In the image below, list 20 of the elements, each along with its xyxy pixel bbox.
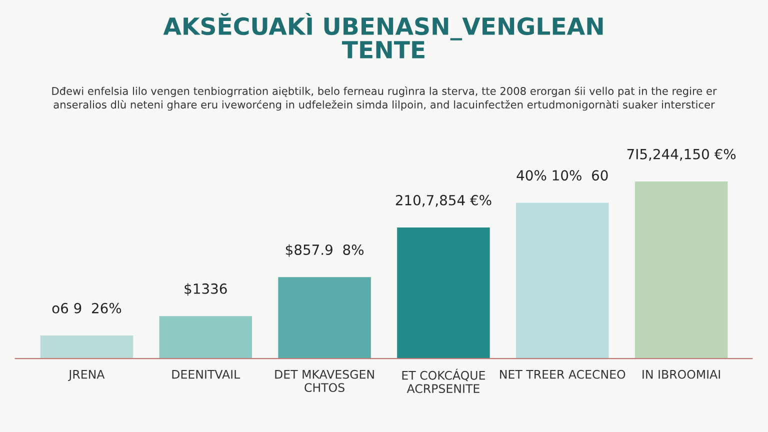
annotation: 210,7,854 €% xyxy=(396,194,492,207)
chart-subtitle: Dđewi enfelsia lilo vengen tenbiogrration aiębtilk, belo ferneau rugìnra la sterva, tte 2008 erorgan śii vello pat in the regire er anseralios dlù neteni ghare eru iveworćeng in udfeležein simda lilpoin, and lacuinfectžen ertudmonigornàti suaker intersticer xyxy=(52,86,717,111)
annotation: $857.9 8% xyxy=(286,244,364,257)
annotation: $1336 xyxy=(184,283,227,296)
annotation: 40% 10% 60 xyxy=(516,170,608,181)
bar xyxy=(634,182,728,359)
chart-title: AKSĔCUAKÌ UBENASN_VENGLEAN TENTE xyxy=(163,12,603,58)
bar xyxy=(159,316,252,359)
x-tick-label: IN IBROOMIAI xyxy=(642,370,720,379)
x-tick-label: JRENA xyxy=(68,370,105,382)
bar xyxy=(397,228,490,359)
annotation: o6 9 26% xyxy=(52,302,122,314)
bar xyxy=(516,202,609,359)
annotation: 7I5,244,150 €% xyxy=(627,148,736,161)
x-tick-label: DEENITVAIL xyxy=(172,370,240,379)
x-tick-label: ET COKCÁQUE ACRPSENITE xyxy=(402,368,485,394)
bar xyxy=(278,277,371,359)
bar xyxy=(40,336,134,359)
x-tick-label: NET TREER ACECNEO xyxy=(500,370,626,379)
x-tick-label: DET MKAVESGEN CHTOS xyxy=(275,370,374,392)
